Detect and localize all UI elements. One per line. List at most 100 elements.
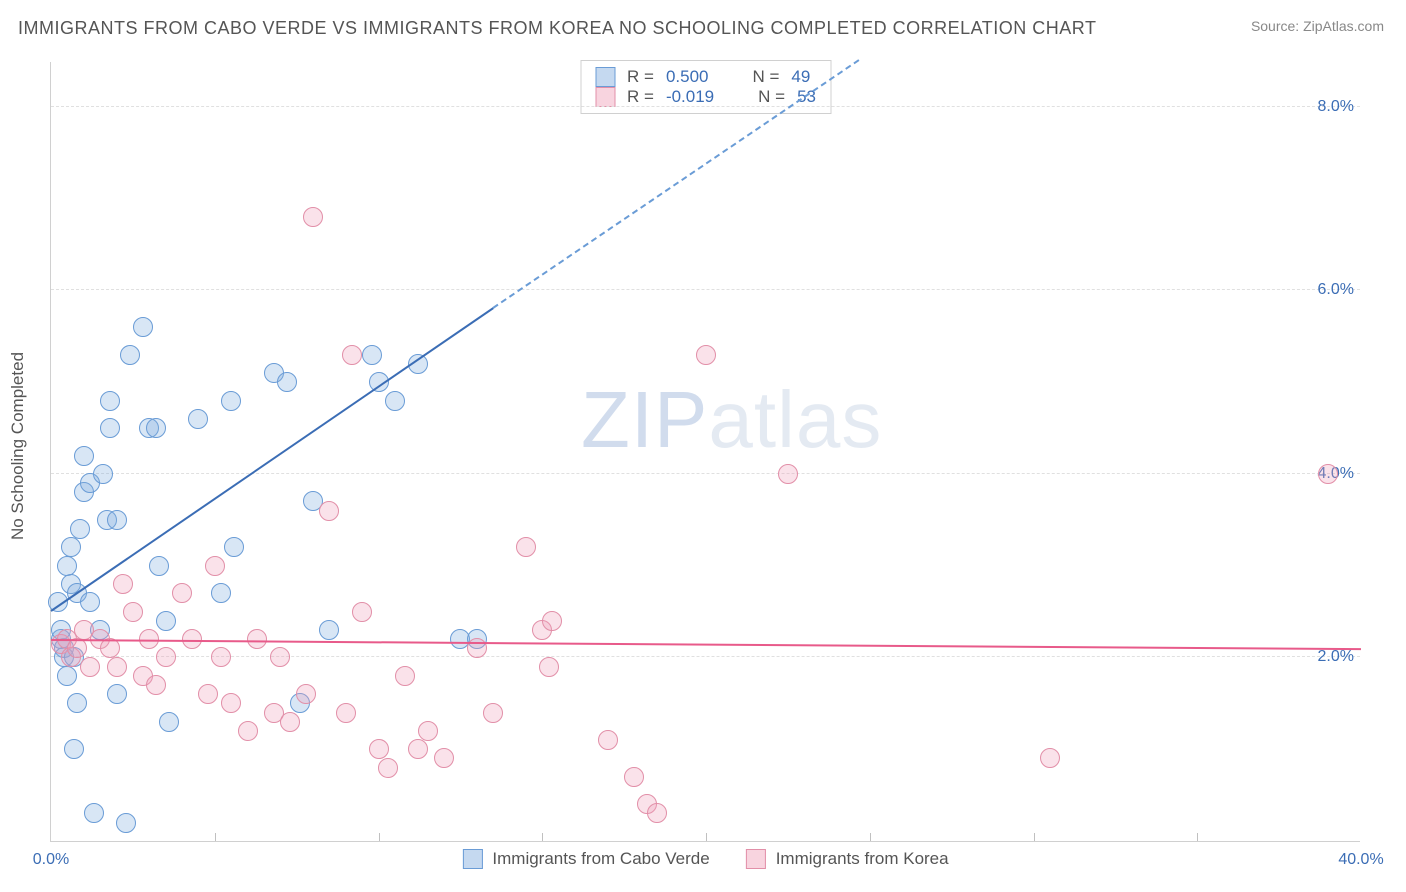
- x-tick-label: 0.0%: [33, 851, 69, 869]
- legend-swatch: [462, 849, 482, 869]
- data-point: [149, 556, 169, 576]
- legend-r-label: R =: [627, 87, 654, 107]
- trend-line: [50, 307, 493, 611]
- legend-r-value: -0.019: [666, 87, 714, 107]
- x-tick-mark: [379, 833, 380, 841]
- data-point: [336, 703, 356, 723]
- data-point: [205, 556, 225, 576]
- data-point: [146, 418, 166, 438]
- data-point: [221, 693, 241, 713]
- legend-n-label: N =: [752, 67, 779, 87]
- data-point: [67, 638, 87, 658]
- legend-r-label: R =: [627, 67, 654, 87]
- data-point: [418, 721, 438, 741]
- data-point: [238, 721, 258, 741]
- data-point: [70, 519, 90, 539]
- data-point: [319, 620, 339, 640]
- data-point: [696, 345, 716, 365]
- data-point: [123, 602, 143, 622]
- data-point: [211, 647, 231, 667]
- legend-row: R = 0.500 N = 49: [595, 67, 816, 87]
- data-point: [100, 418, 120, 438]
- data-point: [303, 207, 323, 227]
- scatter-plot: ZIPatlas R = 0.500N = 49R = -0.019N = 53…: [50, 62, 1360, 842]
- data-point: [159, 712, 179, 732]
- data-point: [598, 730, 618, 750]
- legend-n-label: N =: [758, 87, 785, 107]
- data-point: [408, 739, 428, 759]
- data-point: [778, 464, 798, 484]
- legend-swatch: [595, 87, 615, 107]
- data-point: [107, 684, 127, 704]
- y-tick-label: 6.0%: [1318, 281, 1354, 299]
- data-point: [133, 317, 153, 337]
- legend-row: R = -0.019N = 53: [595, 87, 816, 107]
- chart-title: IMMIGRANTS FROM CABO VERDE VS IMMIGRANTS…: [18, 18, 1096, 39]
- source-attribution: Source: ZipAtlas.com: [1251, 18, 1384, 34]
- data-point: [1040, 748, 1060, 768]
- data-point: [61, 537, 81, 557]
- data-point: [221, 391, 241, 411]
- data-point: [107, 510, 127, 530]
- data-point: [156, 611, 176, 631]
- data-point: [57, 666, 77, 686]
- data-point: [57, 556, 77, 576]
- legend-swatch: [595, 67, 615, 87]
- y-tick-label: 8.0%: [1318, 98, 1354, 116]
- y-axis-label: No Schooling Completed: [8, 352, 28, 540]
- data-point: [172, 583, 192, 603]
- gridline: [51, 656, 1360, 657]
- gridline: [51, 106, 1360, 107]
- data-point: [369, 739, 389, 759]
- x-tick-mark: [870, 833, 871, 841]
- data-point: [352, 602, 372, 622]
- data-point: [395, 666, 415, 686]
- legend-label: Immigrants from Cabo Verde: [492, 849, 709, 869]
- x-tick-mark: [1034, 833, 1035, 841]
- legend-label: Immigrants from Korea: [776, 849, 949, 869]
- data-point: [93, 464, 113, 484]
- data-point: [624, 767, 644, 787]
- data-point: [647, 803, 667, 823]
- legend-item: Immigrants from Korea: [746, 849, 949, 869]
- x-tick-mark: [542, 833, 543, 841]
- data-point: [434, 748, 454, 768]
- data-point: [542, 611, 562, 631]
- data-point: [211, 583, 231, 603]
- data-point: [362, 345, 382, 365]
- data-point: [67, 693, 87, 713]
- data-point: [516, 537, 536, 557]
- legend-n-value: 49: [791, 67, 810, 87]
- data-point: [224, 537, 244, 557]
- data-point: [539, 657, 559, 677]
- data-point: [378, 758, 398, 778]
- legend-r-value: 0.500: [666, 67, 709, 87]
- data-point: [198, 684, 218, 704]
- trend-line: [51, 639, 1361, 650]
- data-point: [270, 647, 290, 667]
- data-point: [116, 813, 136, 833]
- gridline: [51, 289, 1360, 290]
- y-tick-label: 2.0%: [1318, 648, 1354, 666]
- data-point: [247, 629, 267, 649]
- series-legend: Immigrants from Cabo Verde Immigrants fro…: [462, 849, 948, 869]
- data-point: [64, 739, 84, 759]
- data-point: [74, 446, 94, 466]
- watermark: ZIPatlas: [581, 374, 882, 466]
- data-point: [483, 703, 503, 723]
- data-point: [188, 409, 208, 429]
- data-point: [80, 592, 100, 612]
- data-point: [277, 372, 297, 392]
- data-point: [107, 657, 127, 677]
- data-point: [120, 345, 140, 365]
- x-tick-label: 40.0%: [1338, 851, 1383, 869]
- data-point: [156, 647, 176, 667]
- data-point: [280, 712, 300, 732]
- data-point: [342, 345, 362, 365]
- data-point: [113, 574, 133, 594]
- legend-item: Immigrants from Cabo Verde: [462, 849, 709, 869]
- x-tick-mark: [706, 833, 707, 841]
- data-point: [84, 803, 104, 823]
- data-point: [100, 391, 120, 411]
- x-tick-mark: [215, 833, 216, 841]
